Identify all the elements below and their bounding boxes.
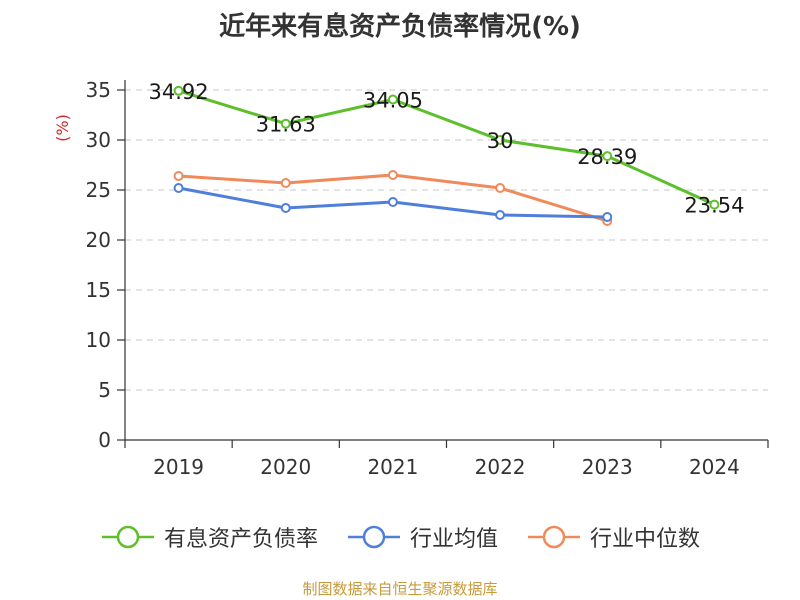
series-2-point-2022: [495, 183, 506, 193]
y-tick-label-15: 15: [86, 278, 111, 302]
data-label-2023: 28.39: [577, 145, 637, 169]
series-1-point-2020: [280, 203, 291, 213]
series-lines: [173, 85, 720, 226]
series-1-point-2023: [602, 212, 613, 222]
grid-lines: [125, 89, 768, 391]
series-2-point-2019: [173, 171, 184, 181]
x-tick-label-2024: 2024: [689, 455, 740, 479]
data-label-2020: 31.63: [256, 113, 316, 137]
series-2-point-2021: [387, 170, 398, 180]
y-axis-label: (%): [53, 114, 72, 142]
x-tick-label-2022: 2022: [475, 455, 526, 479]
legend-label: 行业中位数: [590, 527, 701, 552]
legend-item-interest-bearing-debt-ratio[interactable]: 有息资产负债率: [100, 521, 318, 553]
x-tick-label-2019: 2019: [153, 455, 204, 479]
source-note: 制图数据来自恒生聚源数据库: [302, 580, 498, 598]
legend-swatch-orange: [528, 525, 580, 549]
x-tick-label-2021: 2021: [367, 455, 418, 479]
series-0-point-2022: [495, 135, 506, 145]
legend-label: 有息资产负债率: [163, 527, 318, 552]
legend-swatch-green: [101, 525, 154, 549]
chart-title: 近年来有息资产负债率情况(%): [219, 12, 581, 42]
legend-label: 行业均值: [409, 527, 498, 552]
legend-item-industry-mean[interactable]: 行业均值: [346, 521, 498, 553]
series-0-point-2023: [602, 151, 613, 162]
data-label-2024: 23.54: [684, 194, 744, 218]
series-0-point-2020: [280, 118, 291, 129]
series-1-point-2022: [495, 210, 506, 220]
x-tick-label-2020: 2020: [260, 455, 311, 479]
data-label-2022: 30: [487, 129, 514, 153]
series-0-point-2019: [173, 85, 184, 96]
data-label-2021: 34.05: [363, 89, 423, 113]
series-2-point-2020: [280, 178, 291, 188]
y-tick-label-10: 10: [86, 328, 111, 352]
legend-item-industry-median[interactable]: 行业中位数: [526, 521, 700, 553]
series-1-point-2021: [387, 197, 398, 207]
y-tick-label-35: 35: [86, 78, 111, 102]
legend-swatch-blue: [347, 525, 400, 549]
y-tick-label-5: 5: [98, 378, 111, 402]
y-tick-label-25: 25: [86, 178, 111, 202]
series-0-point-2021: [387, 94, 398, 105]
y-tick-label-0: 0: [98, 428, 111, 452]
legend: 有息资产负债率 行业均值 行业中位数: [0, 520, 800, 554]
series-0-line: [178, 89, 716, 206]
data-label-2019: 34.92: [149, 80, 209, 104]
y-tick-label-20: 20: [86, 228, 111, 252]
axes: 0 5 10 15 20 25 30 35 2019 2020 2021 2022 2023 2024 (%…: [53, 78, 769, 479]
y-tick-label-30: 30: [86, 128, 111, 152]
data-labels: 34.92 31.63 34.05 30 28.39 23.54: [149, 80, 745, 218]
x-tick-label-2023: 2023: [582, 455, 633, 479]
series-0-point-2024: [709, 199, 720, 210]
series-1-point-2019: [173, 183, 184, 193]
